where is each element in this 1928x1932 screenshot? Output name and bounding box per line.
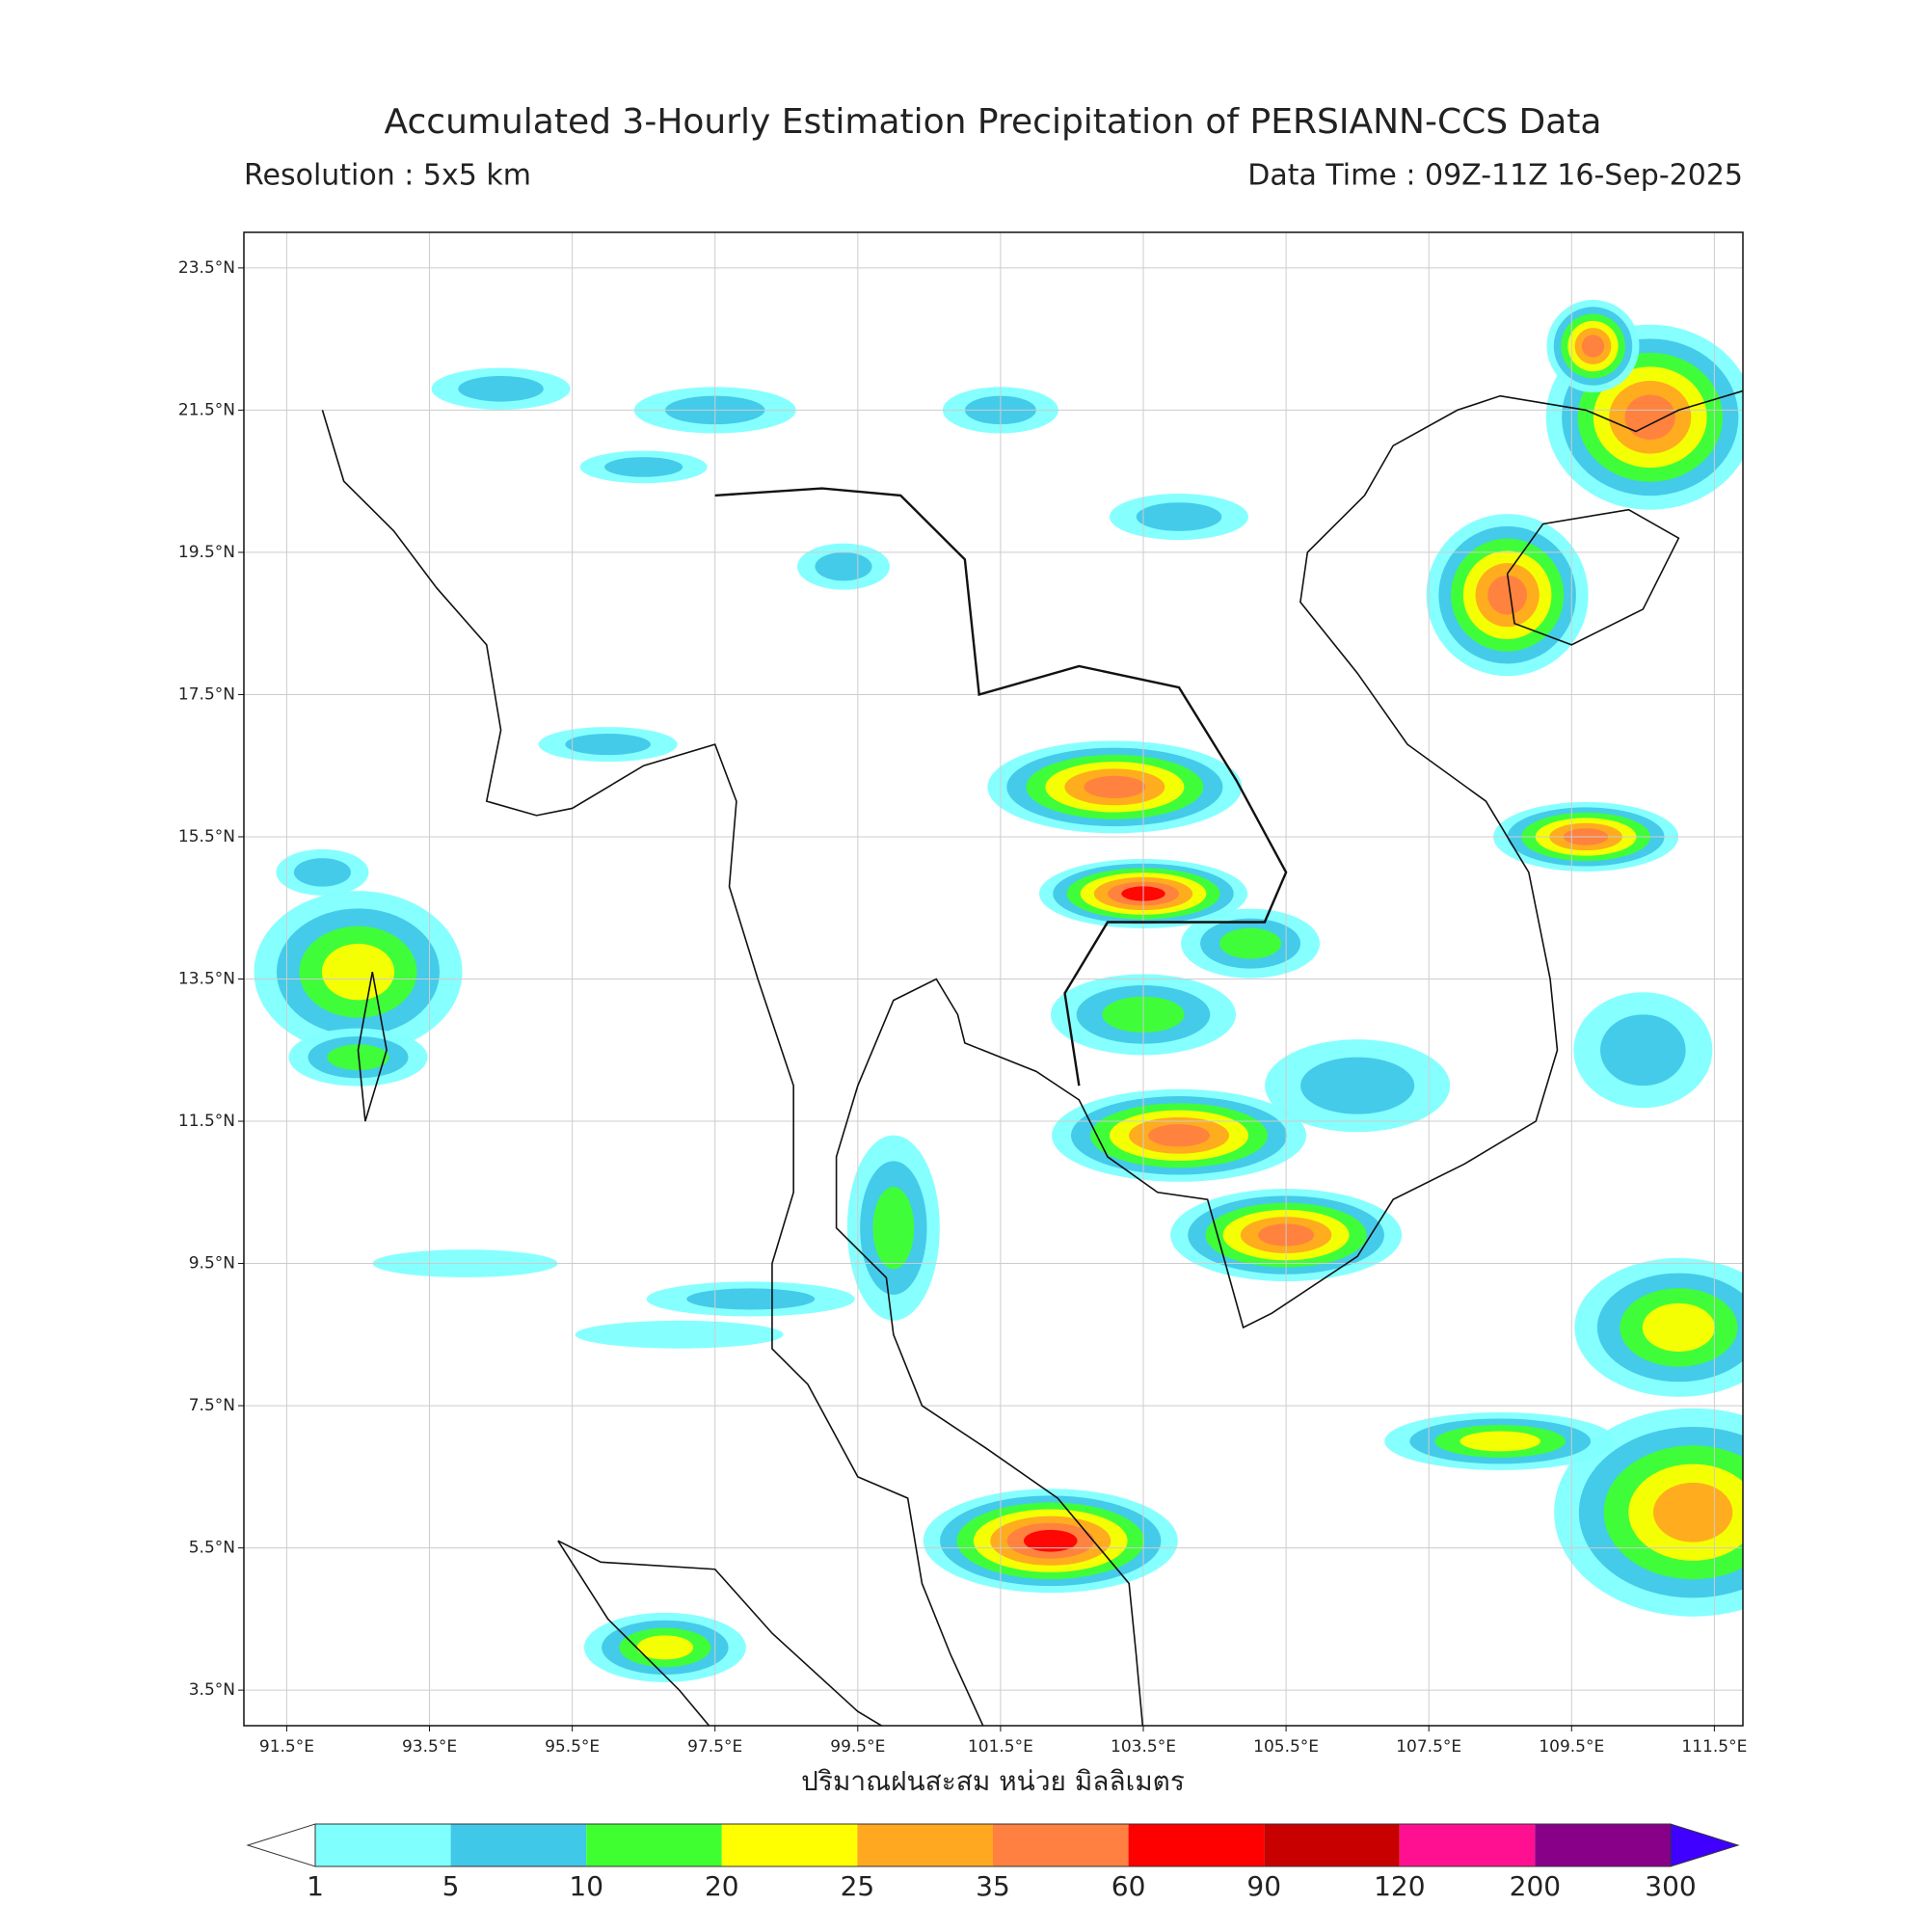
x-tick-label: 109.5°E xyxy=(1539,1737,1604,1757)
rain-cell xyxy=(1459,1431,1540,1452)
grid xyxy=(244,232,1743,1726)
colorbar-over xyxy=(1670,1823,1740,1867)
colorbar-under xyxy=(246,1823,316,1867)
y-tick-label: 5.5°N xyxy=(189,1539,235,1558)
y-tick-label: 19.5°N xyxy=(178,543,235,562)
rain-cell xyxy=(686,1288,816,1310)
x-tick-label: 105.5°E xyxy=(1253,1737,1319,1757)
x-tick-label: 103.5°E xyxy=(1111,1737,1176,1757)
coastline xyxy=(321,410,984,1726)
x-tick-label: 107.5°E xyxy=(1396,1737,1461,1757)
y-tick-label: 9.5°N xyxy=(189,1254,235,1274)
y-tick-label: 15.5°N xyxy=(178,827,235,846)
x-tick-label: 97.5°E xyxy=(687,1737,742,1757)
colorbar-box xyxy=(586,1824,722,1866)
colorbar-box xyxy=(1399,1824,1536,1866)
x-tick-label: 101.5°E xyxy=(968,1737,1033,1757)
colorbar-label: 10 xyxy=(569,1870,603,1902)
rain-cell xyxy=(565,734,651,756)
rain-cell xyxy=(458,375,544,402)
coastline xyxy=(357,971,388,1122)
rain-cell xyxy=(1300,1057,1415,1114)
rain-cell xyxy=(1600,1014,1686,1087)
rain-cell xyxy=(575,1320,784,1349)
rain-cell xyxy=(872,1187,915,1270)
colorbar-label: 1 xyxy=(307,1870,324,1902)
colorbar-box xyxy=(1128,1824,1265,1866)
y-tick-label: 17.5°N xyxy=(178,684,235,704)
rain-cell xyxy=(1219,927,1282,959)
y-tick-label: 3.5°N xyxy=(189,1680,235,1700)
colorbar-label: 60 xyxy=(1111,1870,1146,1902)
title: Accumulated 3-Hourly Estimation Precipit… xyxy=(385,102,1602,142)
rain-cell xyxy=(1148,1124,1211,1147)
rain-cell xyxy=(321,943,395,1001)
data-time: Data Time : 09Z-11Z 16-Sep-2025 xyxy=(1247,159,1743,193)
coastline xyxy=(835,389,1743,1726)
colorbar-label: 20 xyxy=(705,1870,739,1902)
colorbar-label: 200 xyxy=(1510,1870,1561,1902)
coastline xyxy=(557,1540,884,1726)
rain-cell xyxy=(1084,775,1146,798)
rain-cell xyxy=(815,551,872,581)
rain-cell xyxy=(1642,1302,1715,1352)
colorbar-box xyxy=(1535,1824,1671,1866)
y-tick-label: 21.5°N xyxy=(178,400,235,419)
rain-cell xyxy=(1487,575,1528,615)
colorbar: 1 5 10 20 25 35 60 90 120 200 300 xyxy=(246,1823,1740,1902)
coastline xyxy=(1506,508,1680,646)
y-tick-label: 11.5°N xyxy=(178,1112,235,1131)
colorbar-box xyxy=(993,1824,1129,1866)
rain-cell xyxy=(604,457,683,477)
rain-cell xyxy=(1023,1529,1078,1552)
x-tick-label: 91.5°E xyxy=(259,1737,314,1757)
coastlines xyxy=(321,389,1743,1726)
x-axis-label: ปริมาณฝนสะสม หน่วย มิลลิเมตร xyxy=(801,1765,1185,1797)
precipitation-layer xyxy=(254,300,1743,1682)
ticks: 91.5°E 93.5°E 95.5°E 97.5°E 99.5°E 101.5°E 103… xyxy=(178,258,1747,1757)
colorbar-box xyxy=(1264,1824,1400,1866)
rain-cell xyxy=(1581,335,1605,358)
colorbar-label: 5 xyxy=(442,1870,460,1902)
y-tick-label: 7.5°N xyxy=(189,1396,235,1415)
colorbar-label: 300 xyxy=(1645,1870,1696,1902)
rain-cell xyxy=(1136,502,1222,531)
colorbar-label: 35 xyxy=(976,1870,1010,1902)
y-tick-label: 13.5°N xyxy=(178,970,235,989)
colorbar-box xyxy=(857,1824,993,1866)
x-tick-label: 95.5°E xyxy=(545,1737,600,1757)
x-tick-label: 93.5°E xyxy=(402,1737,457,1757)
y-tick-label: 23.5°N xyxy=(178,258,235,278)
colorbar-box xyxy=(721,1824,858,1866)
colorbar-box xyxy=(315,1824,451,1866)
colorbar-label: 120 xyxy=(1374,1870,1425,1902)
rain-cell xyxy=(636,1635,694,1660)
rain-cell xyxy=(1653,1482,1733,1543)
border xyxy=(714,487,1288,1087)
coastline xyxy=(557,1540,710,1726)
rain-cell xyxy=(293,858,351,887)
colorbar-outline xyxy=(314,1823,1672,1867)
rain-cell xyxy=(1624,394,1675,441)
x-tick-label: 99.5°E xyxy=(830,1737,885,1757)
colorbar-label: 25 xyxy=(841,1870,875,1902)
colorbar-box xyxy=(450,1824,587,1866)
resolution: Resolution : 5x5 km xyxy=(244,159,531,193)
x-tick-label: 111.5°E xyxy=(1681,1737,1747,1757)
colorbar-label: 90 xyxy=(1246,1870,1281,1902)
